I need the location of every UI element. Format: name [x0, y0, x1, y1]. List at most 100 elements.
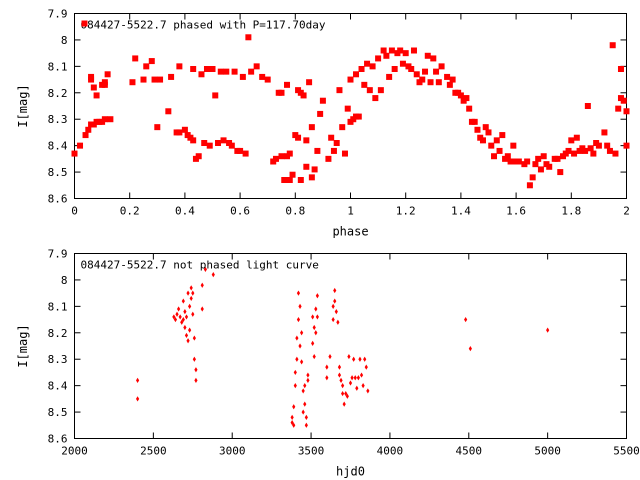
phased-plot-data-point — [314, 147, 321, 154]
unphased-plot-data-point — [295, 335, 299, 341]
unphased-plot-data-point — [186, 290, 190, 296]
phased-plot-data-point — [239, 73, 246, 80]
phased-plot-y-tick-label: 8.2 — [48, 87, 68, 100]
unphased-plot-data-points — [135, 266, 550, 428]
phased-plot-data-point — [595, 142, 602, 149]
phased-plot-data-point — [168, 73, 175, 80]
phased-plot-data-point — [319, 97, 326, 104]
unphased-plot-data-point — [176, 306, 181, 312]
phased-plot-x-tick-label: 1.2 — [396, 205, 416, 218]
phased-plot-data-point — [242, 150, 249, 157]
phased-plot-data-point — [259, 73, 266, 80]
phased-plot-data-point — [587, 145, 594, 152]
phased-plot-data-point — [485, 129, 492, 136]
phased-plot-data-point — [388, 47, 395, 54]
phased-plot-data-point — [435, 79, 442, 86]
unphased-plot-data-point — [211, 272, 215, 278]
phased-plot-data-point — [540, 153, 547, 160]
phased-plot-data-point — [284, 81, 291, 88]
phased-plot-data-point — [341, 150, 348, 157]
phased-plot-y-tick-label: 7.9 — [48, 8, 68, 21]
unphased-plot-data-point — [353, 375, 357, 381]
phased-plot-data-point — [306, 79, 313, 86]
unphased-plot-data-point — [188, 303, 192, 309]
phased-plot-data-point — [317, 110, 324, 117]
phased-plot-data-point — [623, 108, 630, 115]
phased-plot-data-point — [281, 177, 288, 183]
phased-plot-data-points — [71, 34, 630, 189]
unphased-plot-data-point — [192, 335, 196, 341]
phased-plot-data-point — [364, 60, 371, 67]
phased-plot-data-point — [604, 142, 611, 149]
phased-plot-data-point — [148, 58, 155, 65]
phased-plot-data-point — [101, 116, 108, 123]
phased-plot-data-point — [71, 150, 78, 157]
phased-plot-data-point — [176, 63, 183, 70]
phased-plot-x-tick-label: 0.8 — [285, 205, 305, 218]
phased-plot-data-point — [339, 124, 346, 131]
phased-plot-data-point — [286, 177, 293, 183]
unphased-plot-data-point — [296, 290, 301, 296]
phased-plot-y-tick-label: 8 — [61, 34, 68, 47]
unphased-plot-data-point — [303, 401, 307, 407]
phased-plot-data-point — [617, 66, 624, 72]
unphased-plot-x-tick-label: 2500 — [140, 445, 167, 458]
phased-plot-data-point — [380, 47, 387, 54]
unphased-plot-data-point — [334, 309, 338, 315]
unphased-plot-data-point — [306, 372, 310, 378]
phased-plot-data-point — [355, 113, 362, 120]
phased-plot-data-point — [383, 52, 390, 59]
unphased-plot-tick-marks — [74, 253, 627, 439]
unphased-plot-data-point — [183, 309, 187, 315]
phased-plot-data-point — [491, 153, 498, 160]
phased-plot-x-axis-label: phase — [332, 225, 368, 239]
unphased-plot-data-point — [314, 330, 318, 336]
unphased-plot-data-point — [325, 364, 329, 370]
unphased-plot-data-point — [341, 383, 345, 389]
unphased-plot-data-point — [181, 316, 185, 323]
phased-plot-data-point — [157, 76, 164, 83]
phased-plot-data-point — [504, 153, 511, 160]
unphased-plot-data-point — [468, 346, 472, 352]
phased-plot-data-point — [195, 153, 202, 160]
phased-plot-data-point — [546, 163, 553, 170]
phased-plot-data-point — [104, 71, 111, 78]
unphased-plot-data-point — [183, 324, 187, 331]
unphased-plot-data-point — [355, 385, 359, 391]
phased-plot-data-point — [308, 174, 315, 181]
phased-plot-data-point — [245, 34, 252, 41]
unphased-plot-data-point — [303, 383, 307, 389]
phased-plot-data-point — [278, 89, 285, 96]
unphased-plot-data-point — [311, 340, 315, 346]
unphased-plot-data-point — [315, 293, 319, 299]
phased-plot-data-point — [190, 137, 197, 144]
phased-plot-legend-marker — [81, 20, 88, 27]
phased-plot-data-point — [565, 147, 572, 154]
phased-plot-data-point — [215, 140, 222, 146]
unphased-plot-x-tick-label: 4500 — [456, 445, 483, 458]
phased-plot-data-point — [272, 155, 279, 162]
unphased-plot-data-point — [311, 314, 315, 320]
phased-plot-data-point — [253, 63, 260, 70]
unphased-plot-frame — [74, 253, 627, 439]
phased-plot-data-point — [444, 73, 451, 80]
phased-plot-data-point — [289, 171, 296, 178]
unphased-plot-data-point — [184, 332, 189, 339]
phased-plot-data-point — [590, 150, 597, 157]
unphased-plot-data-point — [135, 396, 140, 402]
unphased-plot-data-point — [184, 314, 189, 320]
phased-plot-data-point — [353, 71, 360, 78]
phased-plot-data-point — [325, 155, 332, 162]
unphased-plot-data-point — [304, 414, 308, 420]
phased-plot-data-point — [499, 132, 506, 139]
unphased-plot-x-tick-label: 4000 — [377, 445, 404, 458]
unphased-plot-y-tick-label: 7.9 — [48, 248, 68, 261]
unphased-plot-data-point — [192, 356, 196, 362]
phased-plot-data-point — [206, 142, 213, 149]
unphased-plot-y-tick-label: 8.3 — [48, 353, 68, 366]
unphased-plot-tick-labels: 2000 2500 3000 3500 4000 4500 5000 5500 7.9 8 8.1 8… — [48, 248, 640, 458]
phased-plot-data-point — [496, 147, 503, 154]
phased-plot-data-point — [446, 81, 453, 88]
phased-plot-data-point — [181, 126, 188, 133]
